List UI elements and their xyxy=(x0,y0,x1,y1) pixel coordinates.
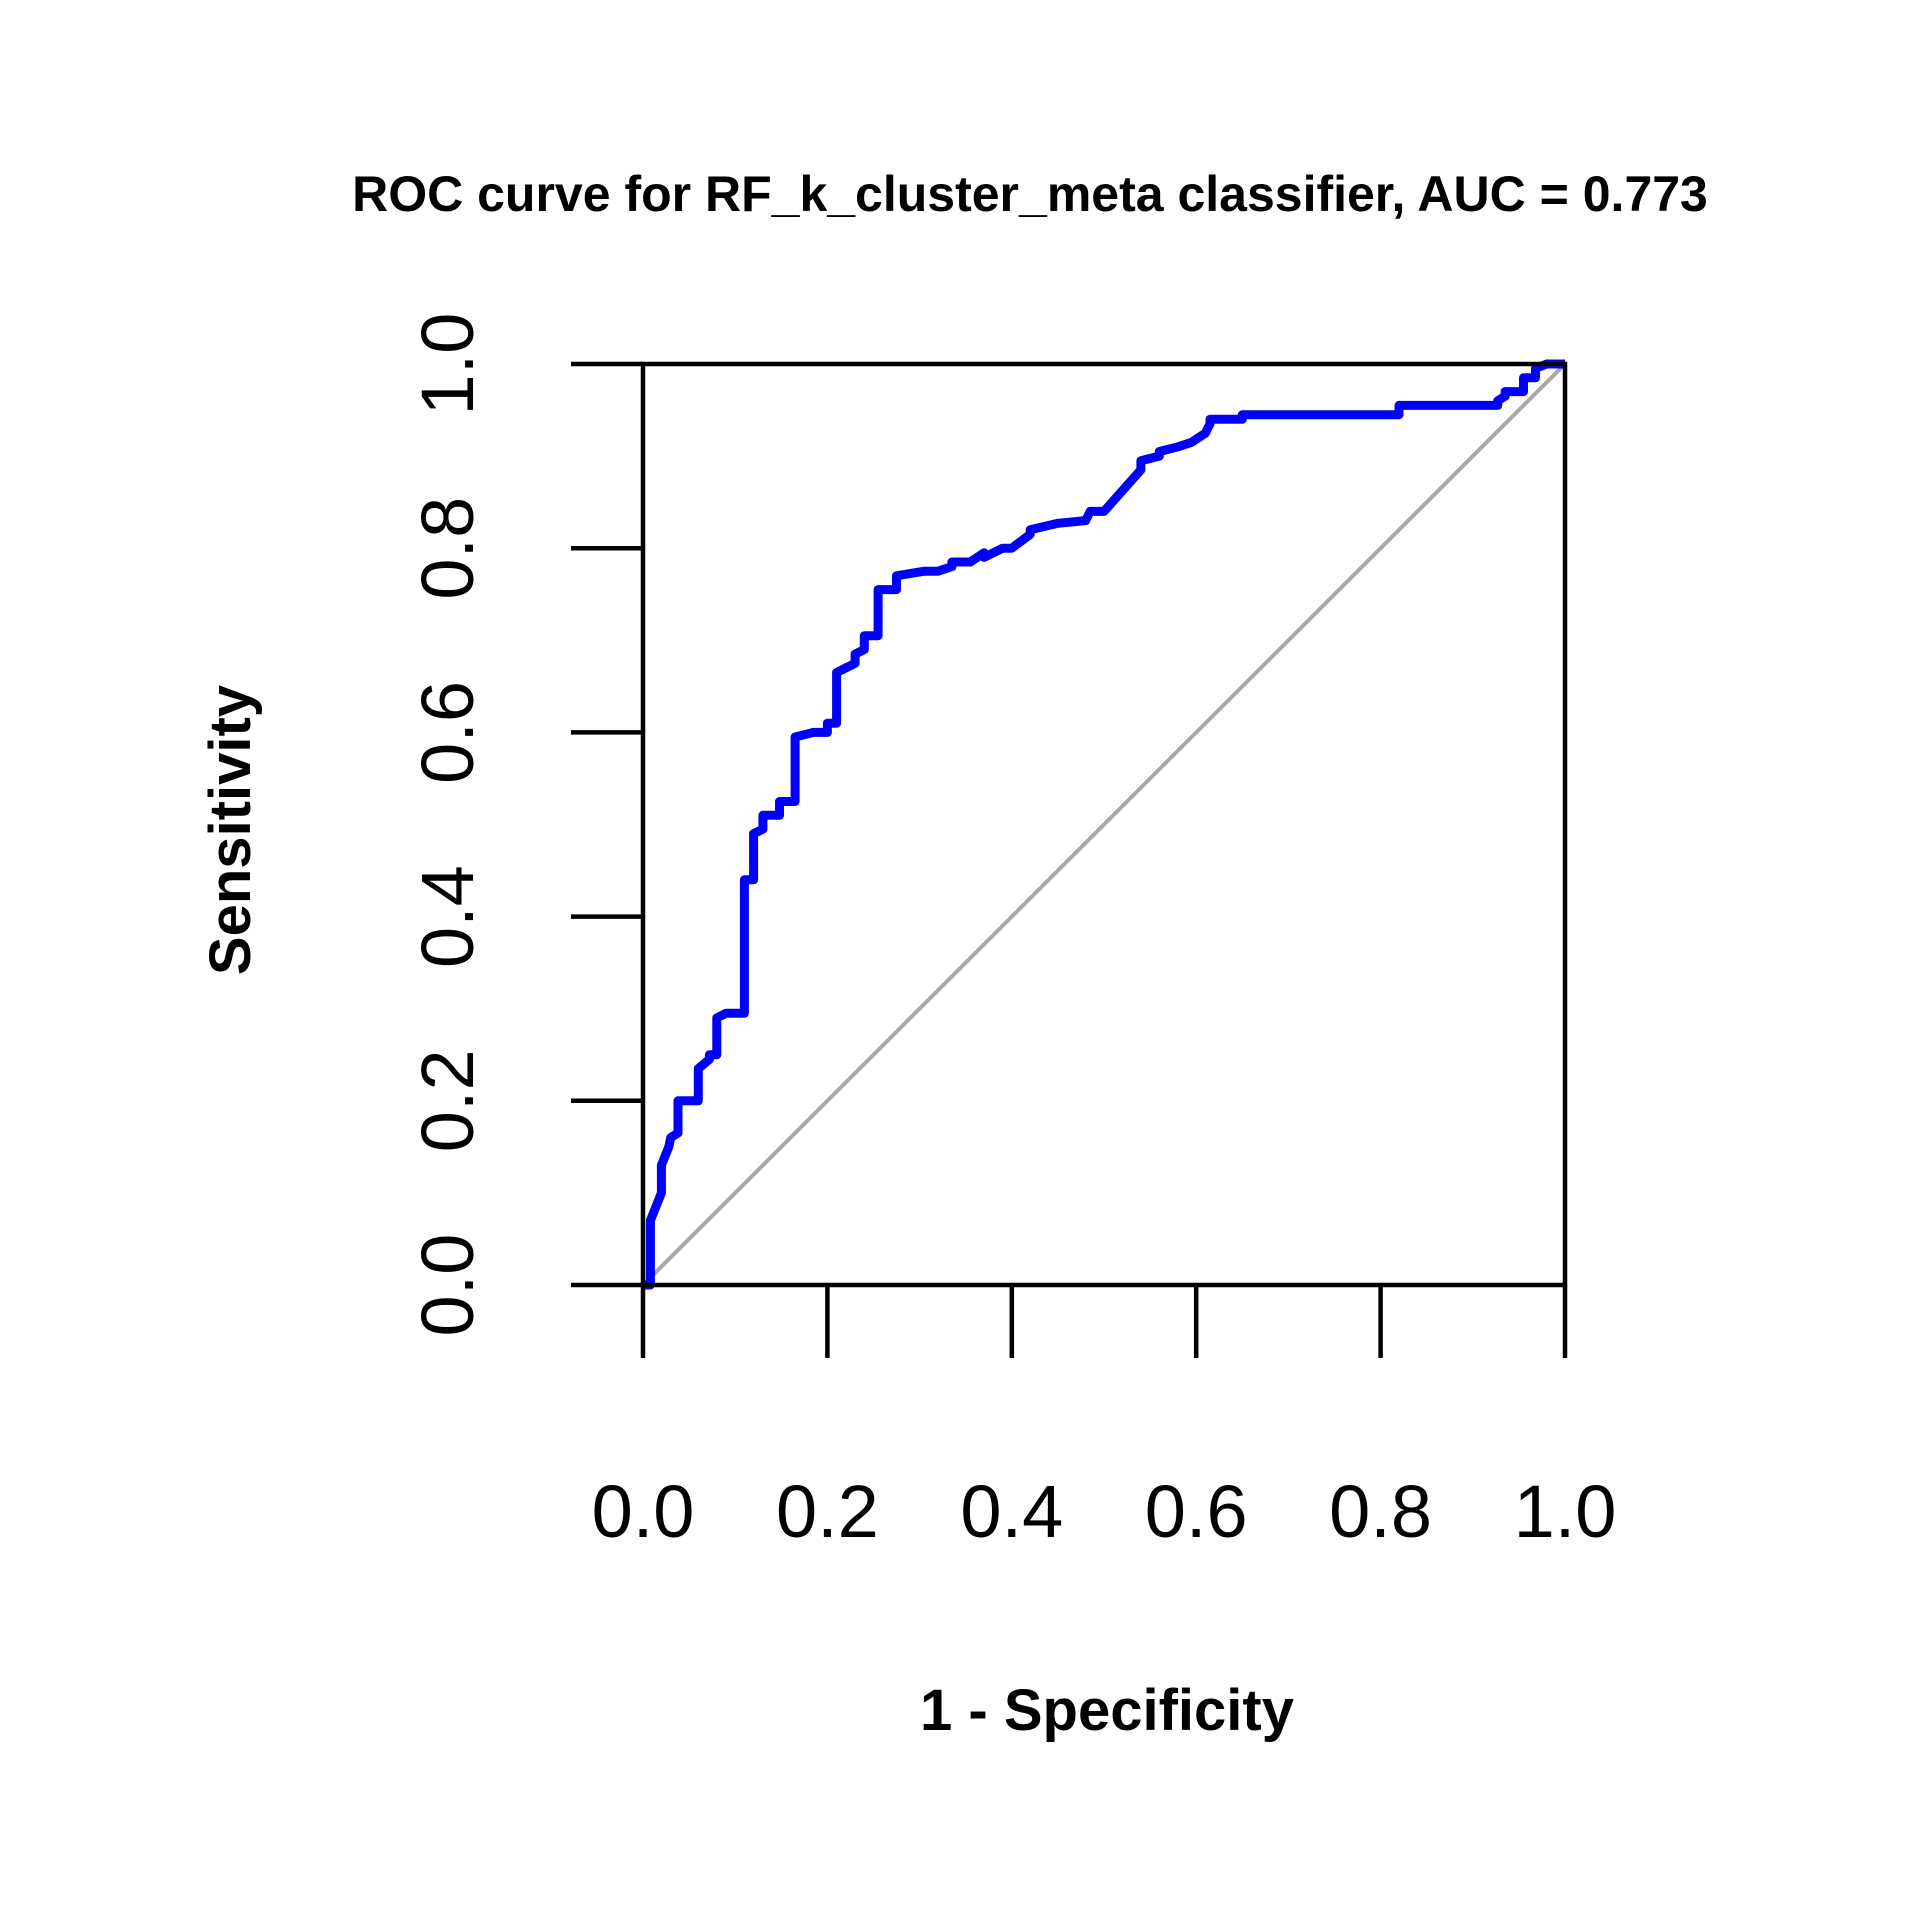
y-tick-label: 1.0 xyxy=(406,313,489,416)
chart-title: ROC curve for RF_k_cluster_meta classifi… xyxy=(352,166,1708,222)
roc-curve-line xyxy=(643,359,1565,1290)
x-tick-label: 0.8 xyxy=(1329,1470,1432,1553)
x-tick-label: 0.6 xyxy=(1145,1470,1248,1553)
y-axis: 0.0 0.2 0.4 0.6 0.8 1.0 xyxy=(406,313,643,1337)
y-tick-label: 0.8 xyxy=(406,497,489,600)
x-tick-label: 0.4 xyxy=(960,1470,1063,1553)
plot-frame xyxy=(640,361,1568,1288)
x-tick-label: 0.0 xyxy=(592,1470,695,1553)
y-tick-label: 0.0 xyxy=(406,1234,489,1337)
y-axis-label: Sensitivity xyxy=(198,685,263,975)
x-axis: 0.0 0.2 0.4 0.6 0.8 1.0 xyxy=(592,1285,1617,1553)
y-tick-label: 0.4 xyxy=(406,865,489,968)
y-tick-label: 0.2 xyxy=(406,1049,489,1152)
series-layer xyxy=(643,359,1565,1290)
x-axis-label: 1 - Specificity xyxy=(920,1678,1294,1743)
x-tick-label: 1.0 xyxy=(1514,1470,1617,1553)
y-tick-label: 0.6 xyxy=(406,681,489,784)
x-tick-label: 0.2 xyxy=(776,1470,879,1553)
diagonal-reference-line xyxy=(641,362,1567,1287)
